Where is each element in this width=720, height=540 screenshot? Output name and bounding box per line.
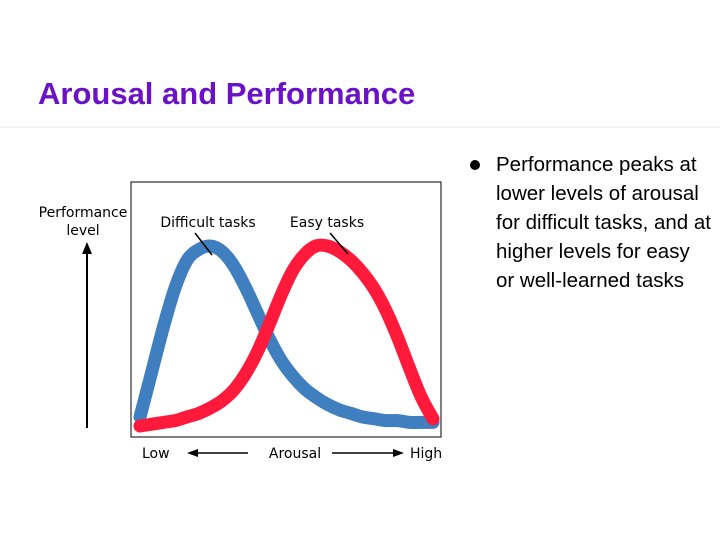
y-axis-label-line2: level bbox=[66, 223, 99, 239]
slide-title: Arousal and Performance bbox=[38, 76, 416, 111]
annotation-easy-tasks-pointer bbox=[329, 232, 349, 255]
y-axis-label: Performance bbox=[39, 205, 128, 221]
series-layer bbox=[133, 238, 440, 433]
x-tick-label-low: Low bbox=[142, 446, 170, 462]
title-divider bbox=[0, 126, 720, 128]
bullet-dot-icon bbox=[470, 160, 480, 170]
series-line-difficult-tasks bbox=[133, 239, 440, 430]
x-axis-arrow-right-head bbox=[393, 449, 404, 457]
x-tick-label-high: High bbox=[410, 446, 442, 462]
annotation-difficult-tasks: Difficult tasks bbox=[160, 215, 255, 231]
x-axis-arrow-left-head bbox=[187, 449, 198, 457]
y-axis-arrowhead bbox=[82, 242, 92, 254]
x-axis-label: Arousal bbox=[269, 446, 321, 462]
annotation-difficult-tasks-pointer bbox=[194, 232, 213, 256]
annotation-easy-tasks: Easy tasks bbox=[290, 215, 364, 231]
series-line-easy-tasks bbox=[133, 238, 440, 433]
bullet-text: Performance peaks at lower levels of aro… bbox=[496, 153, 711, 292]
